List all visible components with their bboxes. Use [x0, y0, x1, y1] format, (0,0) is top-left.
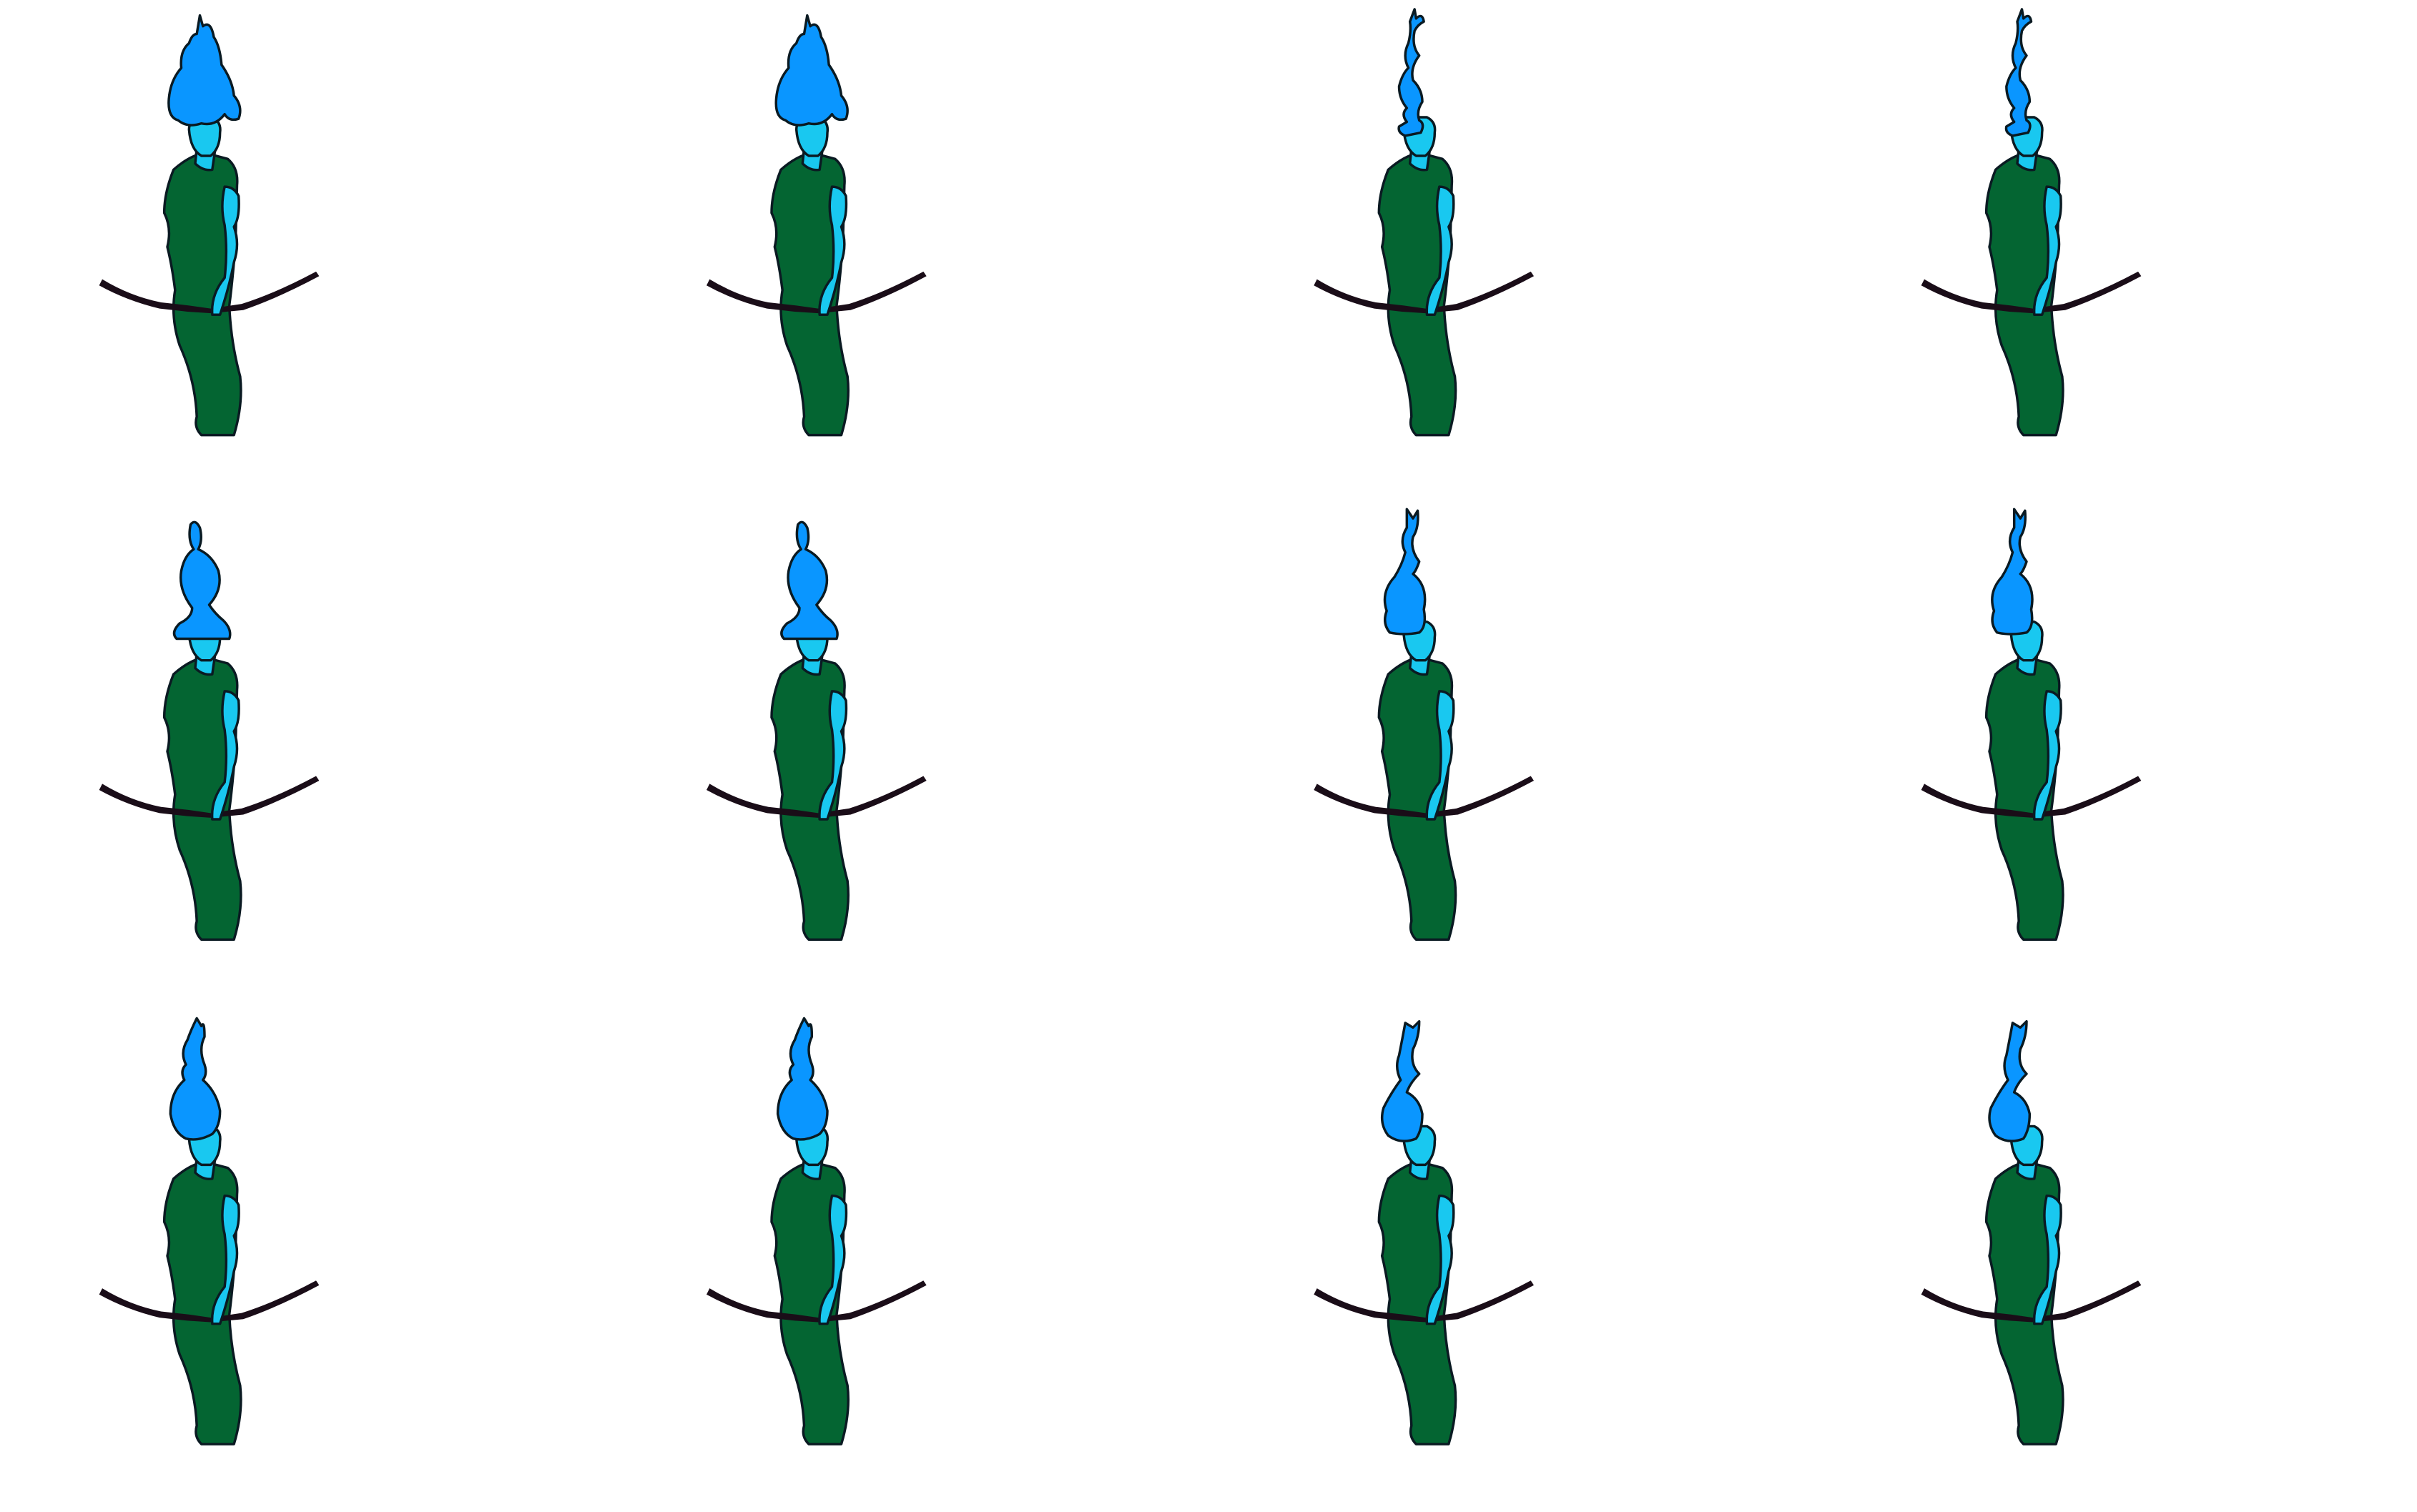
sprite-frame-r1c1	[97, 14, 321, 437]
flame-hair	[774, 14, 849, 127]
archer-body	[705, 1125, 928, 1446]
archer-body	[97, 1125, 321, 1446]
teardrop-hair	[776, 1017, 829, 1141]
sprite-frame-r3c4	[1919, 1019, 2143, 1446]
archer-body	[1919, 1125, 2143, 1446]
archer-body	[705, 116, 928, 437]
twin-tip-hair	[1988, 1019, 2032, 1142]
bulb-hair	[1991, 508, 2034, 636]
teardrop-hair	[169, 1017, 222, 1141]
bun-hair	[172, 520, 232, 641]
bulb-hair	[1383, 508, 1427, 636]
archer-body	[97, 621, 321, 942]
sprite-frame-r2c4	[1919, 508, 2143, 942]
sprite-frame-r3c3	[1312, 1019, 1535, 1446]
bun-hair	[780, 520, 839, 641]
flame-hair	[167, 14, 242, 127]
twin-tip-hair	[1380, 1019, 1424, 1142]
archer-body	[97, 116, 321, 437]
archer-body	[705, 621, 928, 942]
sprite-frame-r2c2	[705, 520, 928, 942]
archer-body	[1919, 116, 2143, 437]
sprite-frame-r1c2	[705, 14, 928, 437]
archer-body	[1312, 621, 1535, 942]
archer-body	[1312, 1125, 1535, 1446]
sprite-frame-r1c3	[1312, 8, 1535, 437]
archer-body	[1919, 621, 2143, 942]
sprite-frame-r3c1	[97, 1017, 321, 1446]
archer-body	[1312, 116, 1535, 437]
sprite-frame-r2c1	[97, 520, 321, 942]
sprite-frame-r1c4	[1919, 8, 2143, 437]
sprite-frame-r3c2	[705, 1017, 928, 1446]
sprite-frame-r2c3	[1312, 508, 1535, 942]
